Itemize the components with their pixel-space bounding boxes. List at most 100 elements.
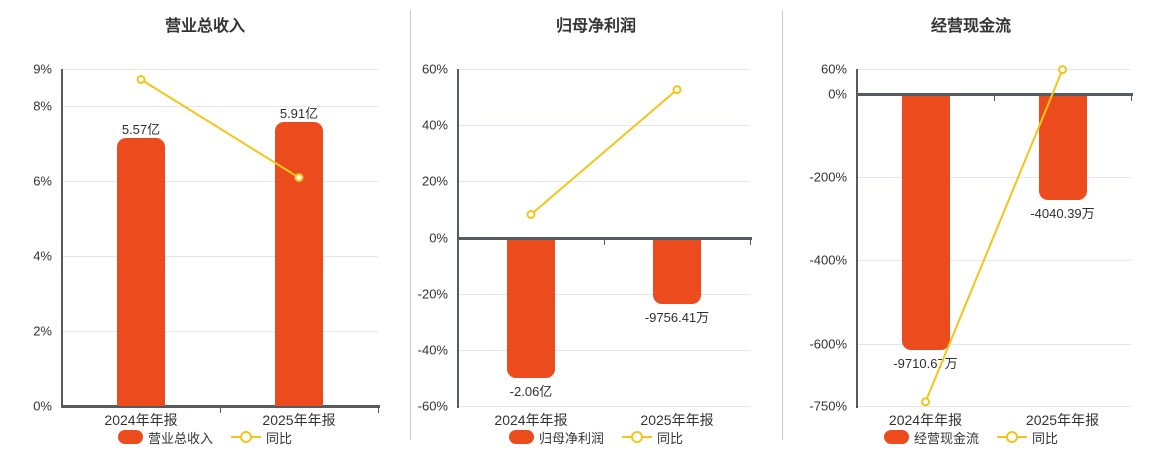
bar-2025年年报[interactable] — [653, 239, 701, 304]
legend-line-marker-icon — [622, 431, 652, 443]
trend-line-marker-2024年年报[interactable] — [136, 74, 146, 84]
y-axis-tick-label: 20% — [421, 173, 448, 189]
chart-title: 归母净利润 — [555, 18, 636, 35]
y-axis-tick-label: -40% — [417, 342, 448, 358]
gridline — [62, 331, 378, 333]
bar-2024年年报[interactable] — [901, 95, 950, 350]
trend-line-marker-2024年年报[interactable] — [921, 397, 930, 407]
x-axis-label: 2024年年报 — [104, 412, 178, 428]
chart-plot-area: 9% 8% 6% 4% 2% 0% 5.57亿 5.91亿 2024年年报 2025年年报 — [0, 0, 410, 450]
y-axis-tick-label: -400% — [809, 252, 847, 268]
legend-bar-swatch-icon — [508, 430, 534, 444]
y-axis-tick-label: -750% — [809, 398, 847, 414]
legend-bar-swatch-icon — [883, 430, 909, 444]
y-axis-tick-label: -60% — [417, 398, 448, 414]
y-axis-tick-label: 2% — [33, 323, 52, 339]
y-axis-line — [856, 69, 858, 408]
bar-value-label: -4040.39万 — [1030, 206, 1095, 222]
bar-2024年年报[interactable] — [117, 137, 165, 406]
legend-line-series-label: 同比 — [657, 430, 684, 446]
trend-line-marker-2025年年报[interactable] — [672, 85, 682, 95]
chart-panel-net-profit: 归母净利润 60% 40% 20% 0% -20% -40% -60% -2.06亿 -9756… — [410, 0, 782, 450]
y-axis-tick-label: -20% — [417, 286, 448, 302]
chart-legend: 经营现金流 同比 — [782, 428, 1160, 446]
legend-line-marker-icon — [997, 431, 1027, 443]
legend-line-series-label: 同比 — [266, 430, 293, 446]
chart-title: 营业总收入 — [164, 18, 245, 35]
x-axis-tick — [220, 408, 221, 413]
panel-divider — [410, 10, 411, 440]
y-axis-tick-label: 0% — [828, 86, 847, 102]
bar-2025年年报[interactable] — [1038, 95, 1087, 201]
x-axis-tick — [994, 95, 995, 101]
y-axis-tick-label: 40% — [421, 117, 448, 133]
x-axis-label: 2024年年报 — [888, 412, 963, 428]
chart-plot-area: 60% 40% 20% 0% -20% -40% -60% -2.06亿 -9756.41万 20… — [410, 0, 782, 450]
y-axis-line — [457, 69, 459, 408]
x-axis-tick — [604, 239, 605, 245]
x-axis-label: 2024年年报 — [494, 412, 568, 428]
bar-2025年年报[interactable] — [275, 121, 323, 406]
x-axis-label: 2025年年报 — [640, 412, 714, 428]
y-axis-tick-label: 60% — [820, 61, 847, 77]
y-axis-tick-label: 9% — [33, 61, 52, 77]
trend-line-marker-2025年年报[interactable] — [1058, 65, 1067, 75]
gridline — [62, 69, 378, 70]
trend-line-marker-2025年年报[interactable] — [294, 173, 304, 183]
y-axis-tick-label: -200% — [809, 169, 847, 185]
legend-item-line-series[interactable]: 同比 — [997, 428, 1058, 447]
legend-item-line-series[interactable]: 同比 — [622, 428, 683, 447]
y-axis-tick-label: 8% — [33, 98, 52, 114]
y-axis-tick-label: 6% — [33, 173, 52, 189]
zero-axis-line — [857, 92, 1133, 96]
chart-legend: 营业总收入 同比 — [0, 428, 410, 446]
legend-item-bar-series[interactable]: 归母净利润 — [508, 428, 604, 447]
gridline — [857, 406, 1131, 407]
gridline — [857, 177, 1131, 179]
gridline — [458, 349, 750, 351]
y-axis-tick-label: 60% — [421, 61, 448, 77]
chart-legend: 归母净利润 同比 — [410, 428, 782, 446]
chart-plot-area: 60% 0% -200% -400% -600% -750% -9710.67万 -4040.… — [782, 0, 1160, 450]
legend-line-marker-icon — [231, 431, 261, 443]
gridline — [458, 69, 750, 70]
bar-value-label: -9756.41万 — [644, 309, 710, 325]
legend-item-line-series[interactable]: 同比 — [231, 428, 292, 447]
gridline — [62, 256, 378, 258]
y-axis-tick-label: 4% — [33, 248, 52, 264]
bar-2024年年报[interactable] — [507, 239, 555, 378]
gridline — [857, 69, 1131, 70]
y-axis-tick-label: 0% — [33, 398, 52, 414]
legend-bar-swatch-icon — [117, 430, 143, 444]
legend-item-bar-series[interactable]: 营业总收入 — [117, 428, 213, 447]
legend-item-bar-series[interactable]: 经营现金流 — [883, 428, 979, 447]
legend-bar-series-label: 经营现金流 — [913, 430, 979, 446]
zero-axis-line — [62, 405, 380, 408]
chart-panel-revenue: 营业总收入 9% 8% 6% 4% 2% 0% 5.57亿 5.91亿 2024年年报 2025年… — [0, 0, 410, 450]
x-axis-tick — [378, 408, 379, 413]
x-axis-label: 2025年年报 — [262, 412, 336, 428]
bar-value-label: 5.91亿 — [279, 105, 319, 121]
legend-bar-series-label: 营业总收入 — [147, 430, 213, 446]
bar-value-label: 5.57亿 — [121, 121, 161, 137]
gridline — [857, 343, 1131, 345]
chart-panel-cash-flow: 经营现金流 60% 0% -200% -400% -600% -750% -9710.67万… — [782, 0, 1160, 450]
gridline — [458, 181, 750, 183]
trend-line-marker-2024年年报[interactable] — [526, 209, 536, 219]
bar-value-label: -9710.67万 — [893, 355, 958, 371]
gridline — [458, 293, 750, 295]
y-axis-line — [61, 69, 63, 408]
x-axis-tick — [750, 239, 751, 245]
trend-line — [530, 88, 678, 216]
gridline — [857, 260, 1131, 262]
bar-value-label: -2.06亿 — [509, 383, 553, 399]
gridline — [458, 125, 750, 127]
gridline — [62, 181, 378, 183]
legend-line-series-label: 同比 — [1032, 430, 1059, 446]
y-axis-tick-label: -600% — [809, 336, 847, 352]
zero-axis-line — [458, 236, 752, 240]
x-axis-label: 2025年年报 — [1025, 412, 1100, 428]
x-axis-tick — [1131, 95, 1132, 101]
legend-bar-series-label: 归母净利润 — [538, 430, 604, 446]
y-axis-tick-label: 0% — [429, 230, 448, 245]
